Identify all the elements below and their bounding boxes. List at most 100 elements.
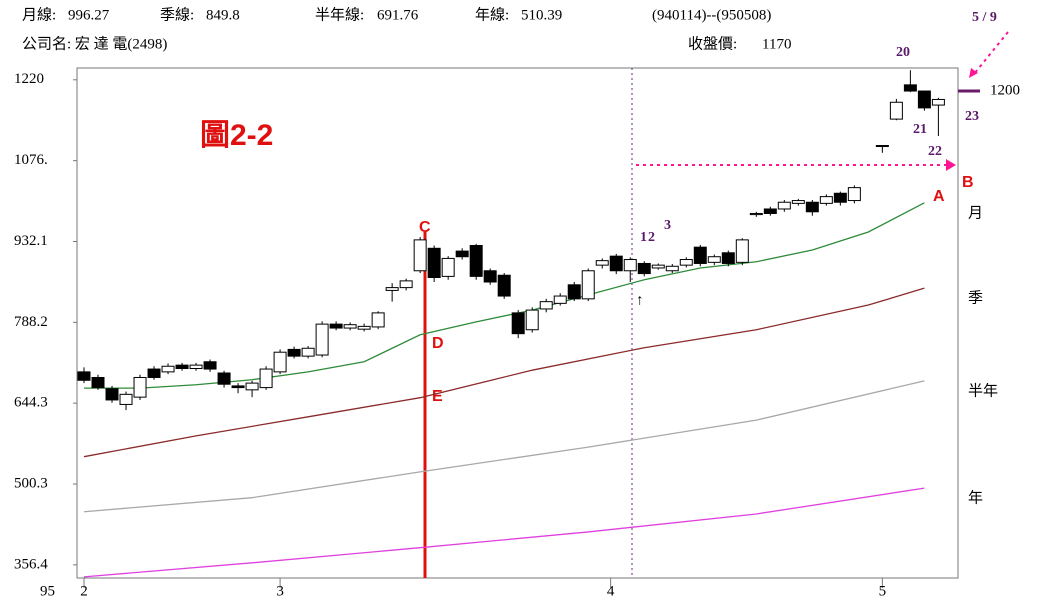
stat-label: 年線: xyxy=(475,6,509,23)
year-label: 95 xyxy=(40,583,55,599)
stat-label: 半年線: xyxy=(315,6,364,23)
annotation: 5 / 9 xyxy=(972,10,997,25)
candle-body xyxy=(273,351,287,373)
x-tick-label: 4 xyxy=(607,583,615,599)
stat-value: 849.8 xyxy=(206,7,240,23)
annotation: C xyxy=(419,219,431,236)
annotation: 1 xyxy=(640,230,647,245)
stat-label: 月線: xyxy=(22,6,56,23)
candle-body xyxy=(889,101,903,120)
candle-body xyxy=(329,323,343,329)
annotation: 3 xyxy=(664,218,671,233)
date-range: (940114)--(950508) xyxy=(652,7,771,23)
candle-body xyxy=(791,200,805,204)
candle-body xyxy=(371,312,385,328)
candle-body xyxy=(455,250,469,258)
arrow-date xyxy=(973,31,1009,75)
candle-body xyxy=(497,274,511,297)
candle-body xyxy=(721,252,735,264)
y-tick-label: 1220 xyxy=(14,71,44,87)
legend-label: 年 xyxy=(968,489,983,507)
candle-body xyxy=(847,187,861,202)
candle-body xyxy=(735,239,749,263)
candle-body xyxy=(539,301,553,310)
y-tick-label: 932.1 xyxy=(14,233,48,249)
y-tick-label: 500.3 xyxy=(14,475,48,491)
stat-label: 季線: xyxy=(160,6,194,23)
annotation: E xyxy=(432,388,443,405)
candle-body xyxy=(217,372,231,385)
company: 公司名: 宏 達 電(2498) xyxy=(22,35,167,52)
candle-body xyxy=(483,270,497,283)
candle-body xyxy=(581,270,595,300)
candle-body xyxy=(413,239,427,272)
stat-value: 996.27 xyxy=(68,7,110,23)
stat-value: 691.76 xyxy=(377,7,419,23)
candle-body xyxy=(119,393,133,405)
candle-body xyxy=(679,259,693,266)
candle-body xyxy=(105,388,119,401)
figure-label: 圖2-2 xyxy=(200,119,273,152)
candle-body xyxy=(567,284,581,300)
stat-value: 510.39 xyxy=(521,7,562,23)
candle-body xyxy=(637,262,651,275)
annotation: A xyxy=(933,188,945,205)
legend-label: 半年 xyxy=(968,381,998,399)
y-tick-label: 644.3 xyxy=(14,395,48,411)
legend-label: 月 xyxy=(968,203,983,221)
candle-body xyxy=(693,246,707,264)
candle-body xyxy=(427,247,441,279)
annotation: 20 xyxy=(896,45,910,60)
candle-body xyxy=(399,280,413,289)
candle-body xyxy=(707,256,721,263)
candle-body xyxy=(469,244,483,277)
ma-line xyxy=(83,487,925,578)
candle-body xyxy=(805,201,819,213)
candle-body xyxy=(231,385,245,389)
arrow-head xyxy=(969,68,978,78)
candle-body xyxy=(133,376,147,398)
candle-body xyxy=(651,264,665,269)
legend-label: 季 xyxy=(968,289,983,307)
candle-body xyxy=(777,201,791,210)
candle-body xyxy=(315,323,329,356)
candle-body xyxy=(357,325,371,330)
y-tick-label: 356.4 xyxy=(14,556,48,572)
candle-body xyxy=(749,212,763,216)
close-label: 收盤價: xyxy=(688,35,737,52)
candle-body xyxy=(287,348,301,357)
candle-body xyxy=(665,265,679,272)
candle-body xyxy=(875,145,889,148)
candle-body xyxy=(553,295,567,304)
candle-body xyxy=(203,361,217,370)
annotation: ↑ xyxy=(636,292,644,308)
annotation: 23 xyxy=(965,109,979,124)
candle-body xyxy=(147,368,161,378)
y-tick-label: 788.2 xyxy=(14,314,48,330)
candle-body xyxy=(189,364,203,369)
annotation: B xyxy=(962,174,974,191)
y-tick-label: 1076. xyxy=(14,152,48,168)
ma-line xyxy=(83,380,925,513)
candle-body xyxy=(917,90,931,109)
candle-body xyxy=(931,98,945,106)
candle-body xyxy=(245,382,259,391)
annotation: 21 xyxy=(913,122,927,137)
candle-body xyxy=(343,324,357,329)
close-value: 1170 xyxy=(762,36,791,52)
candle-body xyxy=(819,196,833,204)
plot-frame xyxy=(76,67,959,579)
annotation: 22 xyxy=(928,144,942,159)
price-marker-label: 1200 xyxy=(990,82,1020,98)
candle-body xyxy=(525,309,539,331)
ma-line xyxy=(83,287,925,458)
x-tick-label: 3 xyxy=(276,583,284,599)
candle-body xyxy=(301,347,315,357)
candle-body xyxy=(903,84,917,92)
x-tick-label: 5 xyxy=(879,583,887,599)
annotation: 2 xyxy=(648,230,655,245)
x-tick-label: 2 xyxy=(80,583,88,599)
candle-body xyxy=(623,259,637,272)
candle-body xyxy=(511,312,525,335)
